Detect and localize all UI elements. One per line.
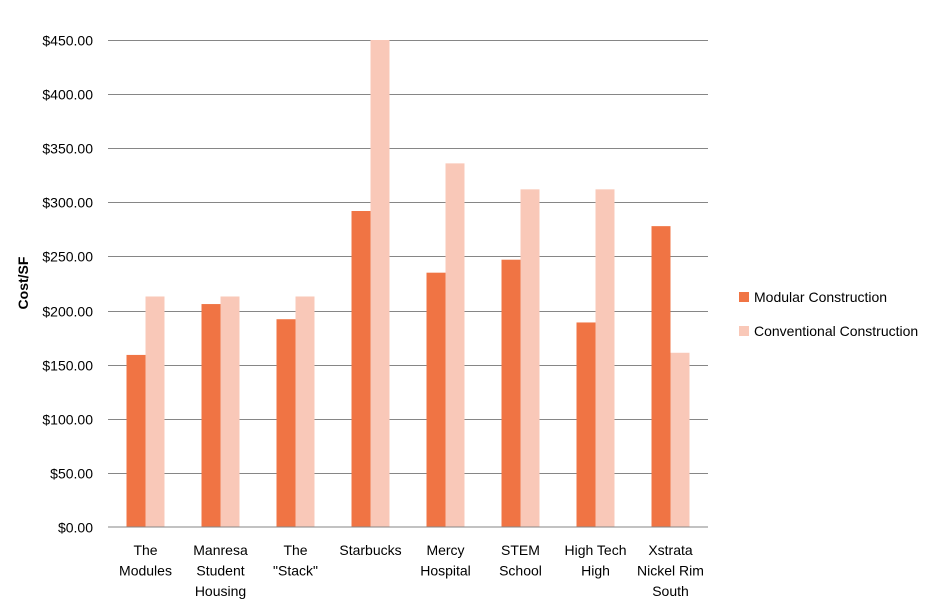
gridlines	[108, 40, 708, 474]
x-tick-label: High Tech High	[564, 542, 626, 579]
x-axis-labels: The Modules Manresa Student Housing The "Stack…	[119, 542, 704, 599]
y-tick-label: $350.00	[42, 141, 93, 157]
bar-conventional	[295, 296, 315, 527]
x-tick-label: The Modules	[119, 542, 172, 579]
y-tick-label: $50.00	[50, 466, 93, 482]
x-tick-label: Mercy Hospital	[420, 542, 471, 579]
y-axis-title: Cost/SF	[15, 256, 31, 309]
bar-modular	[351, 210, 371, 528]
bar-conventional	[370, 40, 390, 527]
bar-modular	[501, 259, 521, 527]
bar-modular	[426, 272, 446, 527]
bar-modular	[651, 226, 671, 528]
y-tick-label: $0.00	[58, 520, 93, 536]
y-tick-label: $200.00	[42, 304, 93, 320]
y-tick-label: $450.00	[42, 33, 93, 49]
bars	[126, 40, 690, 528]
bar-modular	[576, 322, 596, 527]
x-tick-label: Manresa Student Housing	[193, 542, 248, 599]
y-tick-label: $250.00	[42, 249, 93, 265]
bar-conventional	[445, 163, 465, 527]
y-tick-label: $150.00	[42, 358, 93, 374]
legend: Modular Construction Conventional Constru…	[739, 289, 918, 339]
legend-item: Conventional Construction	[739, 323, 918, 339]
x-tick-label: STEM School	[499, 542, 542, 579]
legend-item: Modular Construction	[739, 289, 887, 305]
x-tick-label: Starbucks	[339, 542, 401, 558]
bar-conventional	[520, 189, 540, 527]
bar-conventional	[670, 352, 690, 527]
legend-swatch	[739, 292, 749, 302]
bar-conventional	[145, 296, 165, 527]
x-tick-label: The "Stack"	[273, 542, 318, 579]
bar-modular	[126, 354, 146, 527]
legend-label: Modular Construction	[754, 289, 887, 305]
bar-modular	[276, 319, 296, 527]
x-tick-label: Xstrata Nickel Rim South	[637, 542, 704, 599]
legend-swatch	[739, 326, 749, 336]
bar-conventional	[595, 189, 615, 527]
legend-label: Conventional Construction	[754, 323, 918, 339]
y-tick-label: $400.00	[42, 87, 93, 103]
y-tick-label: $100.00	[42, 412, 93, 428]
y-axis-ticks: $0.00 $50.00 $100.00 $150.00 $200.00 $250.00 $…	[42, 33, 93, 536]
y-tick-label: $300.00	[42, 195, 93, 211]
bar-conventional	[220, 296, 240, 527]
bar-modular	[201, 304, 221, 527]
